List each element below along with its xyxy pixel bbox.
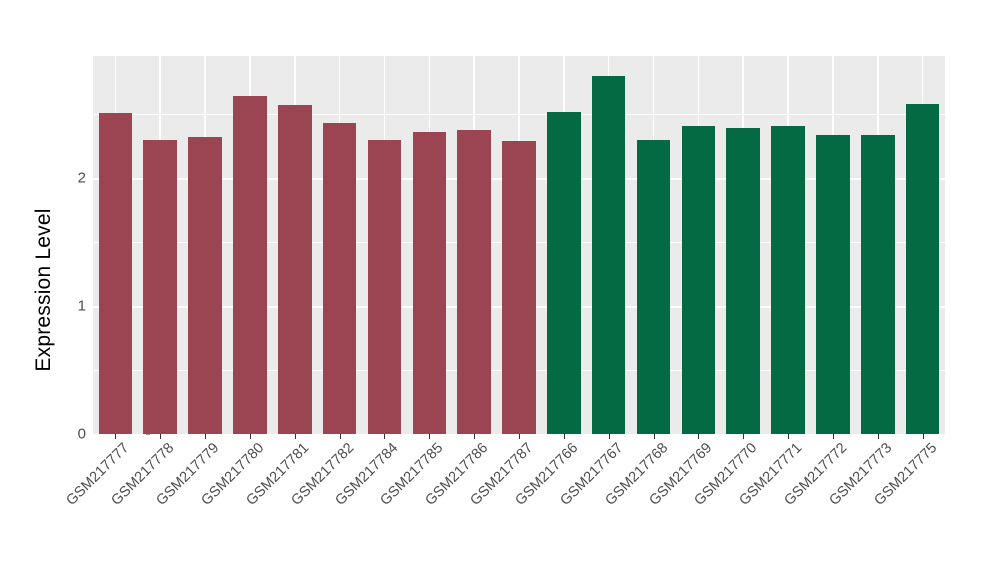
- x-axis-tick-mark: [474, 434, 476, 439]
- x-axis-tick-mark: [384, 434, 386, 439]
- bar: [681, 125, 716, 434]
- x-axis-tick-mark: [653, 434, 655, 439]
- bar: [457, 129, 491, 434]
- x-axis-tick-mark: [205, 434, 207, 439]
- bar: [143, 139, 178, 434]
- bar: [636, 139, 671, 434]
- x-axis-tick-mark: [160, 434, 162, 439]
- y-axis-tick-mark: [146, 433, 150, 435]
- bar: [502, 141, 536, 434]
- bar: [188, 137, 222, 434]
- x-axis-tick-mark: [743, 434, 745, 439]
- x-axis-tick-mark: [608, 434, 610, 439]
- x-axis-tick-mark: [922, 434, 924, 439]
- x-axis-tick-mark: [249, 434, 251, 439]
- bar: [726, 128, 761, 434]
- bar: [547, 111, 581, 434]
- x-axis-tick-mark: [698, 434, 700, 439]
- plot-panel: [93, 56, 945, 434]
- y-axis-tick-label: 2: [77, 169, 86, 187]
- x-axis-tick-mark: [339, 434, 341, 439]
- y-axis-tick-label: 1: [77, 297, 86, 315]
- x-axis-tick-mark: [519, 434, 520, 439]
- bar: [367, 139, 402, 434]
- bar: [98, 112, 133, 434]
- y-axis-tick-labels: 0 1 2: [58, 56, 150, 443]
- x-axis-tick-labels: GSM217777 GSM217778 GSM217779 GSM217780 GSM2…: [64, 440, 945, 570]
- x-axis-tick-mark: [429, 434, 431, 439]
- bar: [771, 125, 805, 434]
- bar: [905, 103, 940, 434]
- x-axis-tick-mark: [563, 434, 565, 439]
- x-axis-tick-mark: [115, 434, 117, 439]
- bar: [412, 132, 447, 434]
- bar: [322, 123, 357, 434]
- x-axis-tick-mark: [294, 434, 296, 439]
- y-axis-tick-label: 0: [77, 425, 86, 443]
- x-axis-tick-marks: [93, 434, 945, 440]
- bar: [233, 96, 267, 434]
- bar: [277, 105, 312, 434]
- bar: [591, 75, 626, 434]
- x-axis-tick-mark: [832, 434, 834, 439]
- x-axis-tick-mark: [877, 434, 879, 439]
- bar: [816, 134, 850, 434]
- x-axis-tick-mark: [788, 434, 790, 439]
- bar: [860, 134, 895, 434]
